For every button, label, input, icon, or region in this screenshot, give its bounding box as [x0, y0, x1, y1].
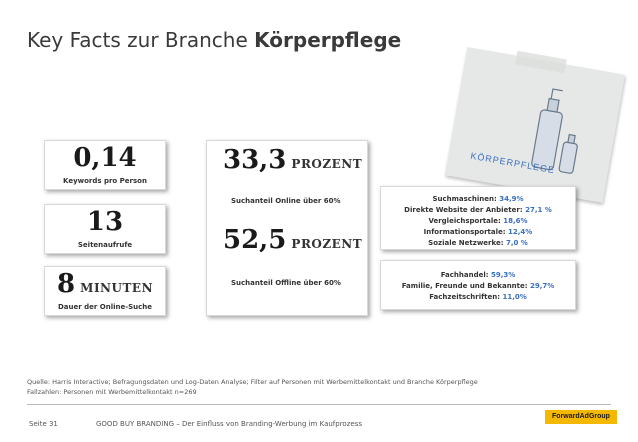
- list-item: Vergleichsportale: 18,6%: [428, 217, 528, 225]
- keywords-value: 0,14: [73, 143, 137, 173]
- offline-value: 52,5: [223, 225, 287, 255]
- list-item: Fachzeitschriften: 11,0%: [429, 293, 527, 301]
- online-unit: PROZENT: [291, 157, 363, 171]
- online-value-row: 33,3 PROZENT: [223, 145, 362, 175]
- keywords-label: Keywords pro Person: [63, 177, 147, 185]
- card-offline-sources: Fachhandel: 59,3% Familie, Freunde und B…: [380, 260, 576, 310]
- card-duration: 8 MINUTEN Dauer der Online-Suche: [44, 266, 166, 316]
- offline-sources-list: Fachhandel: 59,3% Familie, Freunde und B…: [381, 270, 575, 303]
- source-line-2: Fallzahlen: Personen mit Werbemittelkont…: [27, 388, 197, 396]
- list-item: Familie, Freunde und Bekannte: 29,7%: [401, 282, 555, 290]
- list-item: Fachhandel: 59,3%: [440, 271, 516, 279]
- card-keywords: 0,14 Keywords pro Person: [44, 140, 166, 190]
- list-item: Soziale Netzwerke: 7,0 %: [428, 239, 528, 247]
- online-sources-list: Suchmaschinen: 34,9% Direkte Website der…: [381, 194, 575, 249]
- source-note: Quelle: Harris Interactive; Befragungsda…: [27, 377, 478, 397]
- duration-value-row: 8 MINUTEN: [45, 269, 165, 299]
- bottles-illustration: [531, 88, 578, 174]
- card-pageviews: 13 Seitenaufrufe: [44, 204, 166, 254]
- duration-value: 8: [56, 269, 76, 299]
- source-line-1: Quelle: Harris Interactive; Befragungsda…: [27, 378, 478, 386]
- duration-label: Dauer der Online-Suche: [57, 303, 153, 311]
- list-item: Direkte Website der Anbieter: 27,1 %: [404, 206, 552, 214]
- duration-unit: MINUTEN: [80, 281, 154, 295]
- online-label: Suchanteil Online über 60%: [231, 197, 341, 205]
- footer-text: GOOD BUY BRANDING – Der Einfluss von Bra…: [96, 420, 362, 428]
- pageviews-label: Seitenaufrufe: [77, 241, 133, 249]
- company-logo: ForwardAdGroup: [545, 410, 617, 424]
- page-title: Key Facts zur Branche Körperpflege: [27, 28, 401, 52]
- list-item: Suchmaschinen: 34,9%: [432, 195, 524, 203]
- list-item: Informationsportale: 12,4%: [423, 228, 533, 236]
- title-prefix: Key Facts zur Branche: [27, 28, 248, 52]
- offline-label: Suchanteil Offline über 60%: [231, 279, 341, 287]
- title-bold: Körperpflege: [254, 28, 402, 52]
- offline-value-row: 52,5 PROZENT: [223, 225, 362, 255]
- card-search-share: 33,3 PROZENT Suchanteil Online über 60% …: [206, 140, 368, 316]
- card-online-sources: Suchmaschinen: 34,9% Direkte Website der…: [380, 186, 576, 250]
- pageviews-value: 13: [86, 207, 124, 237]
- online-value: 33,3: [223, 145, 287, 175]
- footer-divider: [27, 404, 611, 405]
- offline-unit: PROZENT: [291, 237, 363, 251]
- page-number: Seite 31: [29, 420, 58, 428]
